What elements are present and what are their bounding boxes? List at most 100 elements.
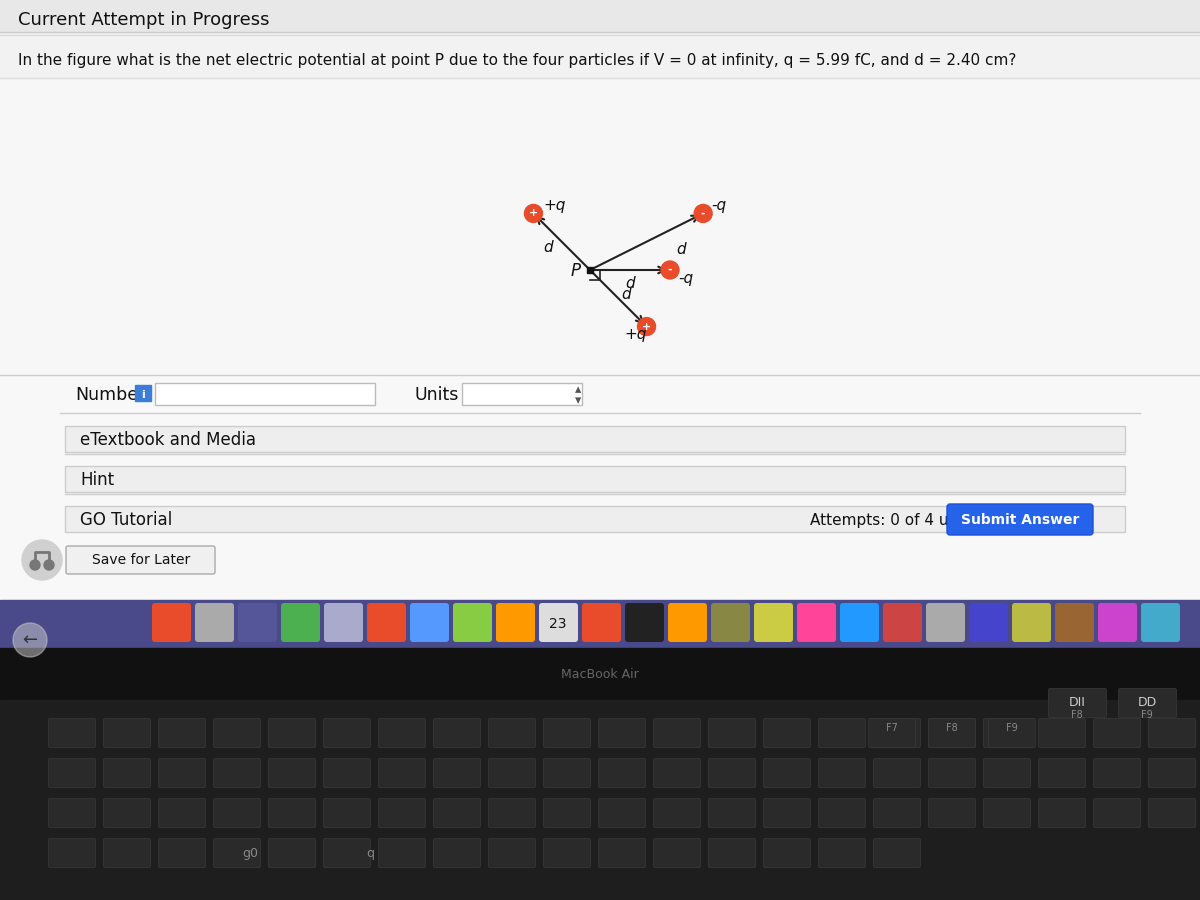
FancyBboxPatch shape	[488, 839, 535, 868]
FancyBboxPatch shape	[214, 759, 260, 788]
FancyBboxPatch shape	[989, 718, 1036, 748]
FancyBboxPatch shape	[378, 798, 426, 827]
FancyBboxPatch shape	[488, 759, 535, 788]
Bar	[0, 700, 1200, 900]
FancyBboxPatch shape	[668, 603, 707, 642]
FancyBboxPatch shape	[929, 718, 976, 748]
Text: MacBook Air: MacBook Air	[562, 668, 638, 680]
FancyBboxPatch shape	[214, 839, 260, 868]
FancyBboxPatch shape	[48, 759, 96, 788]
Text: +q: +q	[544, 198, 566, 213]
Bar	[0, 600, 1200, 648]
Text: d: d	[676, 242, 685, 257]
FancyBboxPatch shape	[1038, 798, 1086, 827]
Circle shape	[44, 560, 54, 570]
FancyBboxPatch shape	[433, 759, 480, 788]
FancyBboxPatch shape	[654, 718, 701, 748]
FancyBboxPatch shape	[155, 383, 374, 405]
FancyBboxPatch shape	[1118, 688, 1176, 717]
FancyBboxPatch shape	[599, 839, 646, 868]
FancyBboxPatch shape	[1093, 718, 1140, 748]
Bar	[0, 78, 1200, 375]
FancyBboxPatch shape	[1049, 688, 1106, 717]
Text: -: -	[701, 209, 706, 219]
FancyBboxPatch shape	[214, 718, 260, 748]
Text: F8: F8	[1072, 710, 1082, 720]
FancyBboxPatch shape	[324, 759, 371, 788]
FancyBboxPatch shape	[708, 798, 756, 827]
FancyBboxPatch shape	[1055, 603, 1094, 642]
Text: F7: F7	[886, 723, 898, 733]
FancyBboxPatch shape	[496, 603, 535, 642]
FancyBboxPatch shape	[874, 718, 920, 748]
FancyBboxPatch shape	[433, 798, 480, 827]
Text: In the figure what is the net electric potential at point P due to the four part: In the figure what is the net electric p…	[18, 52, 1016, 68]
FancyBboxPatch shape	[410, 603, 449, 642]
FancyBboxPatch shape	[158, 839, 205, 868]
FancyBboxPatch shape	[654, 759, 701, 788]
Circle shape	[13, 623, 47, 657]
Text: Units: Units	[415, 386, 460, 404]
FancyBboxPatch shape	[763, 839, 810, 868]
FancyBboxPatch shape	[947, 504, 1093, 535]
Text: P: P	[571, 262, 581, 280]
FancyBboxPatch shape	[874, 759, 920, 788]
FancyBboxPatch shape	[874, 839, 920, 868]
Text: F8: F8	[946, 723, 958, 733]
FancyBboxPatch shape	[926, 603, 965, 642]
FancyBboxPatch shape	[984, 798, 1031, 827]
FancyBboxPatch shape	[48, 718, 96, 748]
FancyBboxPatch shape	[984, 718, 1031, 748]
FancyBboxPatch shape	[840, 603, 878, 642]
Text: F9: F9	[1006, 723, 1018, 733]
FancyBboxPatch shape	[818, 718, 865, 748]
FancyBboxPatch shape	[763, 718, 810, 748]
Text: +: +	[529, 209, 538, 219]
FancyBboxPatch shape	[378, 839, 426, 868]
FancyBboxPatch shape	[544, 759, 590, 788]
FancyBboxPatch shape	[158, 718, 205, 748]
FancyBboxPatch shape	[929, 798, 976, 827]
Bar	[0, 0, 1200, 32]
FancyBboxPatch shape	[929, 759, 976, 788]
FancyBboxPatch shape	[1093, 798, 1140, 827]
Text: F9: F9	[1141, 710, 1153, 720]
FancyBboxPatch shape	[970, 603, 1008, 642]
FancyBboxPatch shape	[488, 718, 535, 748]
FancyBboxPatch shape	[214, 798, 260, 827]
FancyBboxPatch shape	[797, 603, 836, 642]
Text: 23: 23	[550, 617, 566, 631]
FancyBboxPatch shape	[238, 603, 277, 642]
FancyBboxPatch shape	[1098, 603, 1138, 642]
Text: -q: -q	[712, 198, 726, 213]
FancyBboxPatch shape	[269, 759, 316, 788]
FancyBboxPatch shape	[1148, 759, 1195, 788]
Text: GO Tutorial: GO Tutorial	[80, 511, 173, 529]
Text: DII: DII	[1068, 697, 1086, 709]
FancyBboxPatch shape	[454, 603, 492, 642]
FancyBboxPatch shape	[710, 603, 750, 642]
FancyBboxPatch shape	[763, 798, 810, 827]
FancyBboxPatch shape	[158, 798, 205, 827]
FancyBboxPatch shape	[1038, 718, 1086, 748]
FancyBboxPatch shape	[462, 383, 582, 405]
FancyBboxPatch shape	[984, 759, 1031, 788]
FancyBboxPatch shape	[654, 839, 701, 868]
Text: +: +	[642, 321, 652, 331]
FancyBboxPatch shape	[48, 798, 96, 827]
FancyBboxPatch shape	[324, 798, 371, 827]
FancyBboxPatch shape	[929, 718, 976, 748]
Text: ←: ←	[23, 631, 37, 649]
Text: Save for Later: Save for Later	[92, 553, 190, 567]
Text: Hint: Hint	[80, 471, 114, 489]
FancyBboxPatch shape	[281, 603, 320, 642]
FancyBboxPatch shape	[539, 603, 578, 642]
Text: Number: Number	[74, 386, 145, 404]
FancyBboxPatch shape	[103, 718, 150, 748]
FancyBboxPatch shape	[754, 603, 793, 642]
FancyBboxPatch shape	[103, 759, 150, 788]
FancyBboxPatch shape	[599, 798, 646, 827]
Text: ▴
▾: ▴ ▾	[575, 383, 581, 407]
FancyBboxPatch shape	[599, 718, 646, 748]
Text: Submit Answer: Submit Answer	[961, 513, 1079, 527]
